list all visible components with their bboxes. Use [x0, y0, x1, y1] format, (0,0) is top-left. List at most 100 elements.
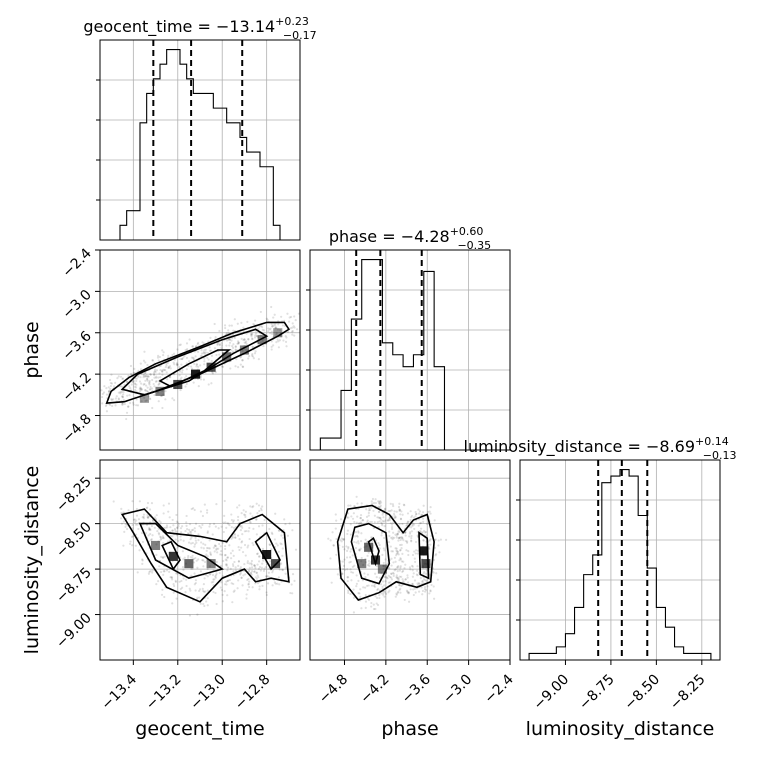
sample-point	[184, 529, 187, 533]
sample-point	[234, 348, 237, 351]
sample-point	[271, 532, 274, 536]
sample-point	[422, 520, 425, 523]
sample-point	[134, 523, 138, 526]
sample-point	[430, 583, 433, 587]
sample-point	[398, 508, 401, 511]
sample-point	[250, 354, 254, 357]
sample-point	[147, 516, 150, 519]
sample-point	[243, 543, 247, 547]
sample-point	[158, 372, 161, 375]
sample-point	[169, 367, 172, 370]
sample-point	[202, 565, 205, 568]
sample-point	[194, 589, 197, 592]
xtick-label-geocent_time: −13.4	[99, 671, 141, 713]
sample-point	[146, 375, 149, 378]
sample-point	[250, 573, 253, 576]
sample-point	[284, 572, 287, 575]
sample-point	[382, 520, 386, 523]
sample-point	[149, 397, 152, 401]
sample-point	[378, 547, 381, 550]
sample-point	[192, 507, 195, 510]
sample-point	[180, 579, 183, 583]
sample-point	[433, 519, 436, 522]
sample-point	[244, 341, 247, 344]
sample-point	[391, 550, 394, 553]
sample-point	[351, 517, 355, 520]
sample-point	[124, 523, 127, 526]
sample-point	[104, 404, 107, 408]
sample-point	[226, 556, 230, 559]
sample-point	[161, 373, 164, 376]
sample-point	[188, 614, 192, 617]
sample-point	[215, 602, 218, 606]
sample-point	[347, 591, 350, 594]
sample-point	[158, 382, 161, 386]
sample-point	[181, 566, 185, 569]
sample-point	[144, 361, 147, 364]
sample-point	[153, 373, 156, 376]
sample-point	[184, 348, 187, 352]
sample-point	[293, 334, 296, 337]
density-cell	[364, 542, 374, 552]
sample-point	[197, 533, 200, 536]
sample-point	[428, 547, 431, 550]
sample-point	[271, 325, 274, 328]
sample-point	[263, 567, 266, 570]
sample-point	[399, 565, 402, 568]
sample-point	[210, 581, 213, 584]
sample-point	[157, 383, 160, 386]
sample-point	[149, 385, 152, 389]
sample-point	[412, 523, 416, 526]
sample-point	[215, 547, 218, 550]
sample-point	[353, 520, 356, 524]
sample-point	[389, 581, 392, 584]
sample-point	[224, 326, 227, 330]
sample-point	[407, 550, 410, 553]
sample-point	[366, 597, 369, 600]
sample-point	[214, 544, 217, 547]
sample-point	[242, 338, 245, 342]
sample-point	[171, 397, 174, 400]
sample-point	[404, 534, 407, 537]
sample-point	[327, 537, 330, 540]
sample-point	[133, 367, 136, 370]
sample-point	[397, 505, 401, 509]
sample-point	[261, 328, 264, 331]
title-lower-error: −0.13	[703, 449, 737, 462]
sample-point	[112, 398, 115, 401]
sample-point	[394, 533, 397, 536]
sample-point	[211, 533, 214, 536]
sample-point	[394, 586, 398, 589]
sample-point	[248, 526, 251, 530]
sample-point	[185, 524, 188, 527]
sample-point	[198, 596, 201, 599]
sample-point	[258, 509, 261, 513]
sample-point	[224, 553, 227, 557]
sample-point	[227, 329, 230, 332]
sample-point	[342, 567, 345, 571]
sample-point	[386, 577, 389, 580]
sample-point	[265, 591, 268, 594]
sample-point	[100, 389, 103, 392]
sample-point	[236, 340, 240, 343]
sample-point	[142, 383, 145, 386]
sample-point	[243, 338, 246, 341]
sample-point	[429, 506, 432, 509]
sample-point	[348, 561, 351, 564]
sample-point	[359, 540, 363, 543]
sample-point	[245, 343, 248, 346]
sample-point	[408, 566, 412, 569]
sample-point	[133, 518, 136, 521]
sample-point	[154, 517, 158, 521]
sample-point	[271, 325, 274, 328]
sample-point	[213, 545, 216, 548]
sample-point	[388, 589, 391, 592]
sample-point	[291, 322, 294, 325]
density-cell	[257, 335, 267, 345]
sample-point	[261, 524, 264, 527]
sample-point	[341, 572, 344, 575]
sample-point	[170, 576, 173, 579]
sample-point	[357, 531, 360, 534]
sample-point	[151, 406, 154, 410]
